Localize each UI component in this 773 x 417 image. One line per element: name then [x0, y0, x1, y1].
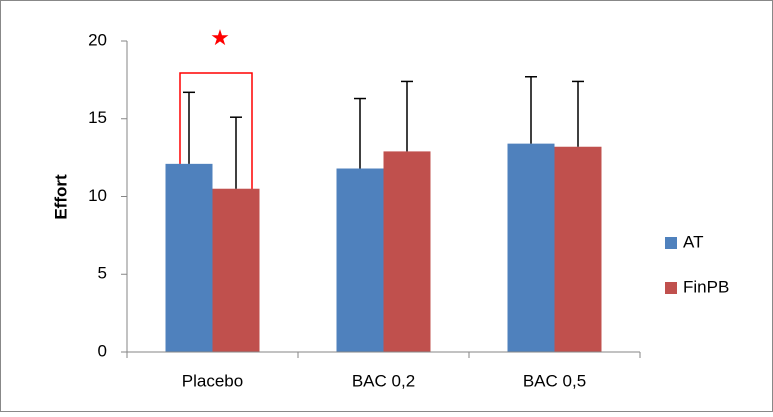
legend-swatch: [665, 237, 677, 249]
bar: [165, 163, 213, 352]
bar: [554, 146, 602, 352]
bar: [383, 151, 431, 352]
x-tick-label: Placebo: [182, 371, 243, 390]
bar: [212, 188, 260, 352]
error-bar: [183, 91, 195, 164]
bar: [336, 168, 384, 352]
error-bar: [401, 80, 413, 152]
error-bar: [354, 97, 366, 169]
y-tick-label: 5: [98, 264, 107, 283]
x-tick-label: BAC 0,2: [352, 371, 415, 390]
error-bar: [525, 76, 537, 144]
legend-label: AT: [683, 232, 703, 251]
bar: [507, 143, 555, 352]
error-bar: [230, 116, 242, 189]
legend-label: FinPB: [683, 277, 729, 296]
error-bar: [572, 80, 584, 147]
legend-swatch: [665, 282, 677, 294]
annotation: ★: [210, 25, 230, 50]
y-tick-label: 15: [88, 108, 107, 127]
y-tick-label: 0: [98, 341, 107, 360]
y-axis-label: Effort: [51, 174, 70, 220]
x-tick-label: BAC 0,5: [523, 371, 586, 390]
y-tick-label: 20: [88, 30, 107, 49]
y-tick-label: 10: [88, 186, 107, 205]
significance-bracket: [179, 72, 253, 190]
